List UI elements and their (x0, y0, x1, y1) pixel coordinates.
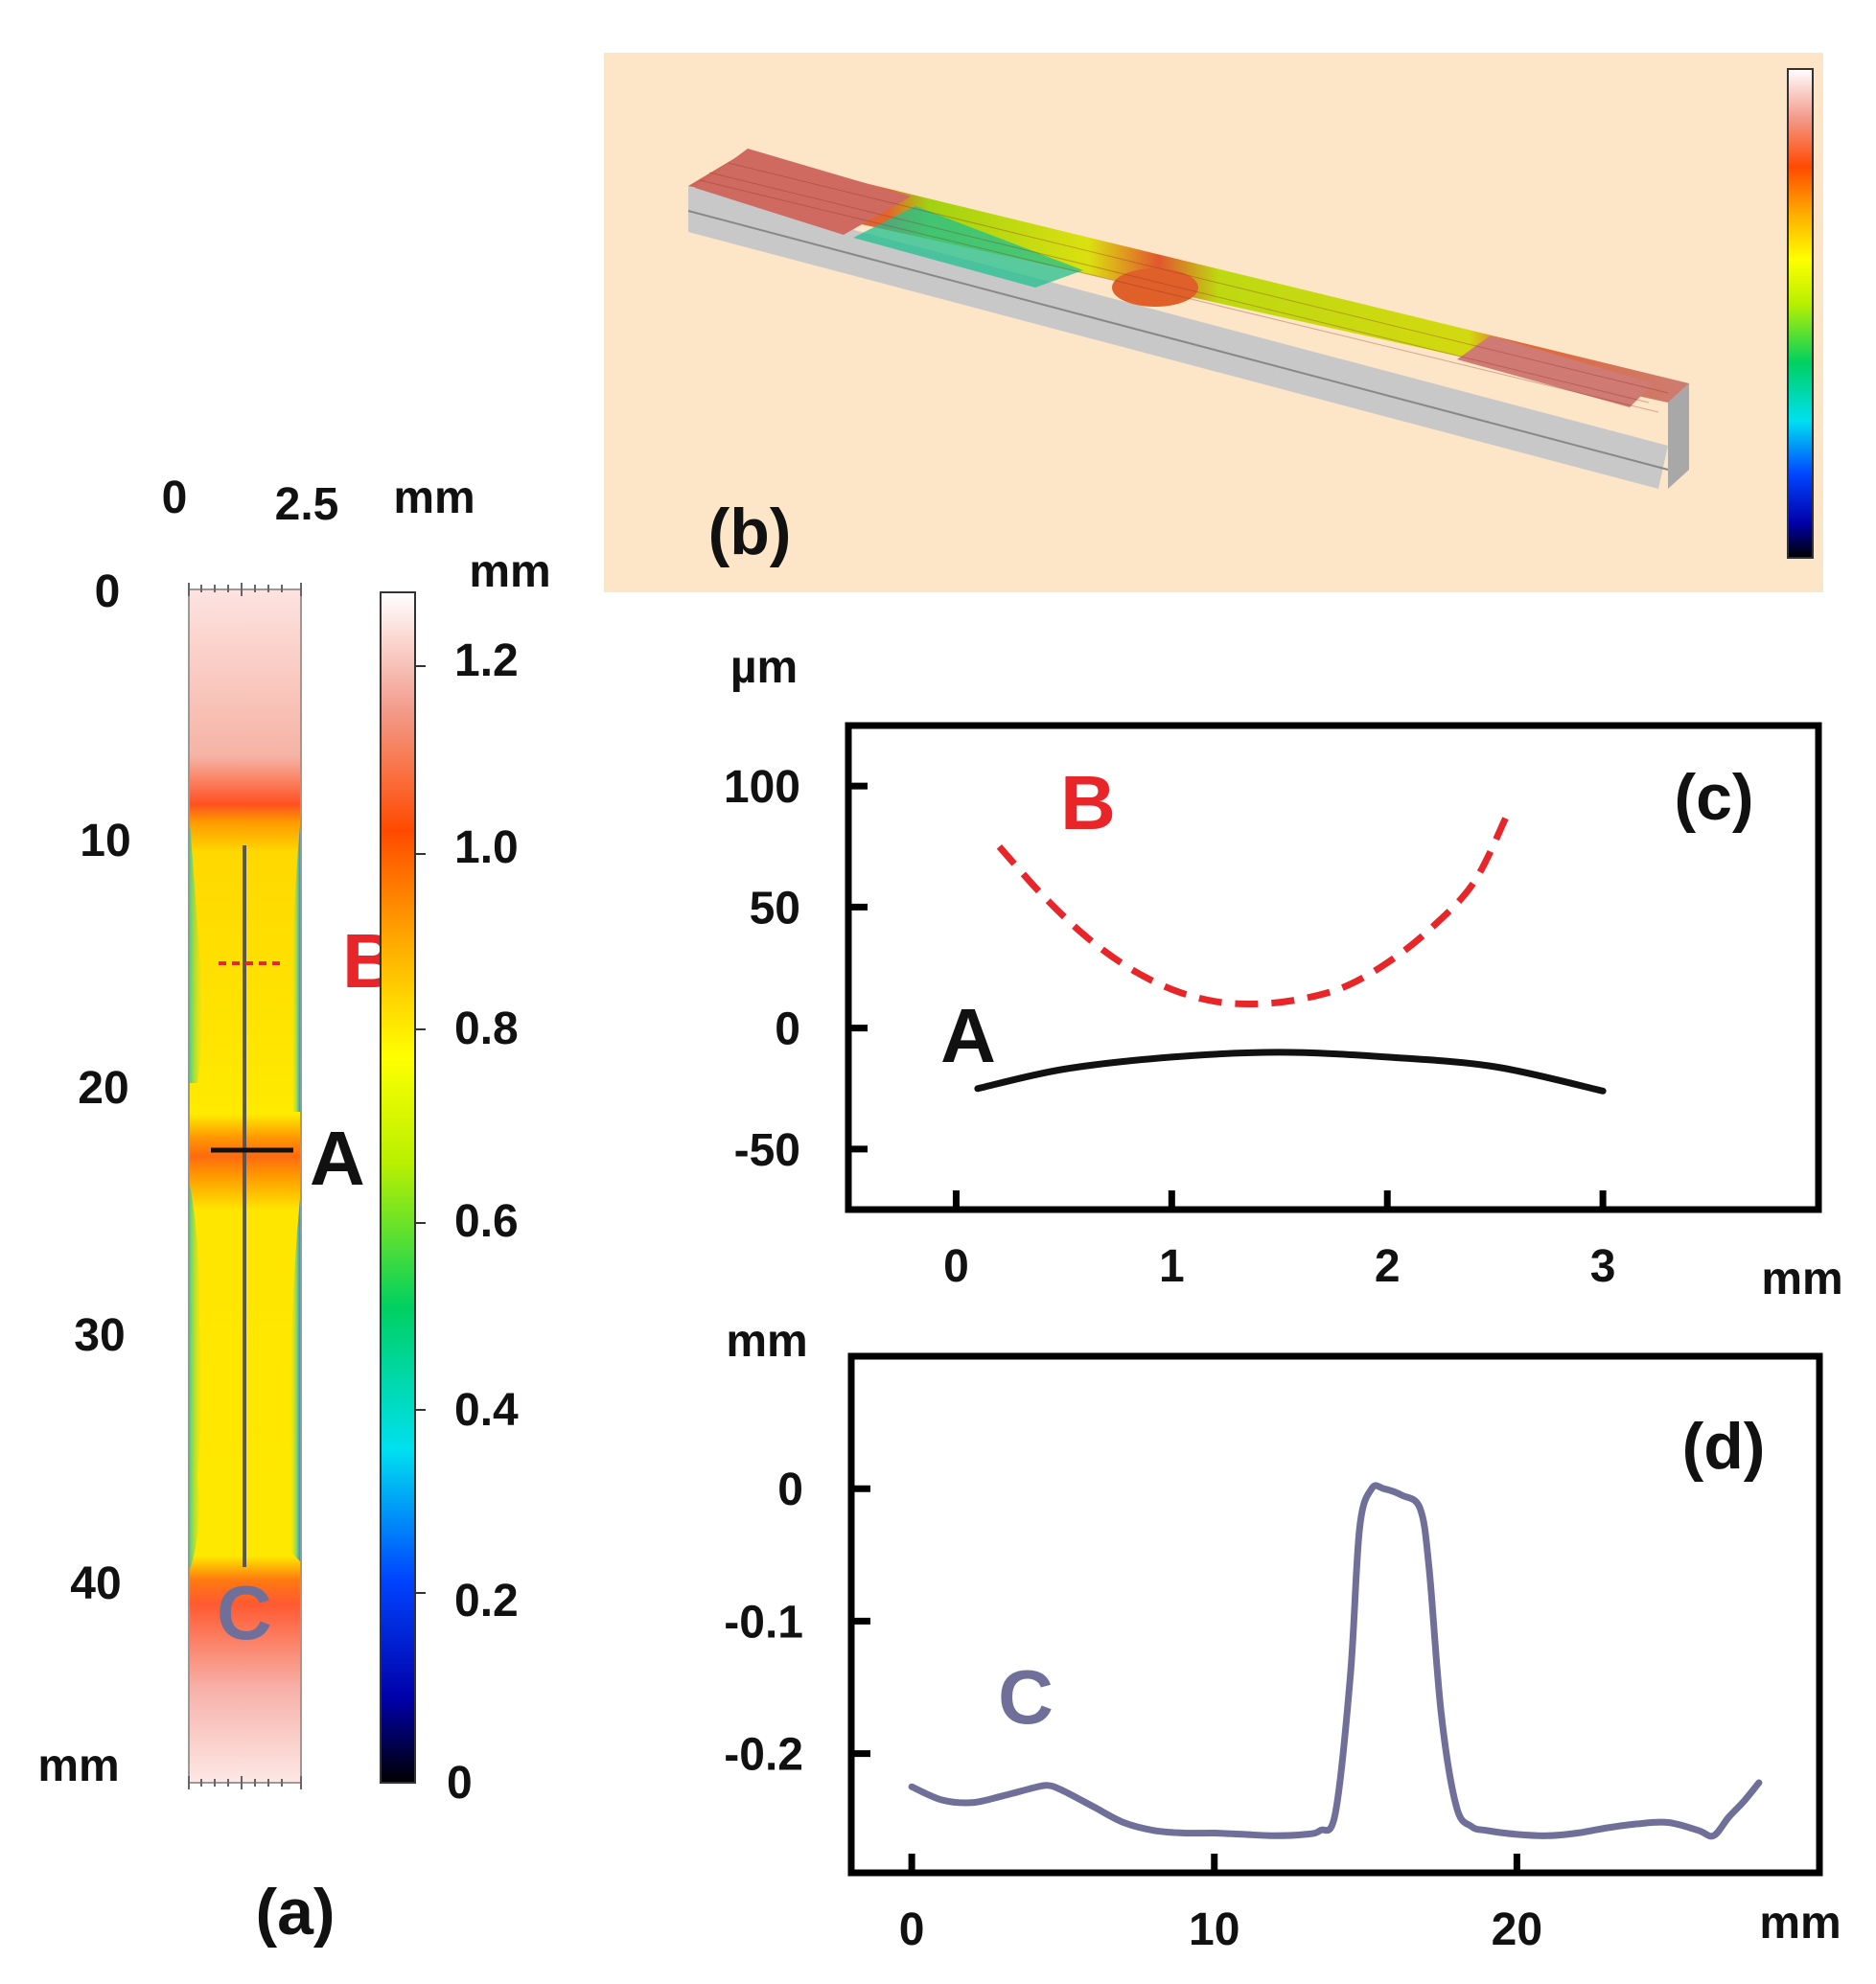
chart-d-ytick-label-0: 0 (777, 1465, 803, 1515)
colorbar-tick-1.0: 1.0 (454, 822, 519, 873)
strip-contour-map (188, 583, 302, 1789)
chart-d-ytick-label-2: -0.2 (724, 1730, 803, 1781)
chart-c-frame (845, 722, 1822, 1213)
chart-d-xtick-label-2: 20 (1492, 1904, 1542, 1955)
chart-d-ylabel: mm (726, 1316, 807, 1367)
panel-a-y-ticks: 0 10 20 30 40 (70, 566, 130, 1609)
marker-c-label: C (217, 1570, 272, 1655)
panel-a-x-unit: mm (393, 473, 475, 523)
panel-a-y-unit: mm (37, 1741, 119, 1791)
chart-c-ytick-label-3: -50 (734, 1125, 800, 1176)
chart-d-xtick-label-0: 0 (899, 1904, 925, 1955)
chart-d-xlabel: mm (1759, 1898, 1841, 1949)
panel-a: 0 2.5 mm 0 10 20 30 40 mm (37, 473, 550, 1949)
chart-c: µm mm (c) B A 0 1 2 3 100 50 0 -50 (724, 642, 1843, 1304)
chart-c-xlabel: mm (1761, 1254, 1842, 1304)
strip-tick-marks (188, 583, 302, 1789)
deformed-specimen-3d (687, 149, 1689, 489)
panel-b-colorbar (1787, 68, 1814, 559)
colorbar-tick-0.8: 0.8 (454, 1004, 519, 1054)
panel-b-background (604, 53, 1823, 592)
panel-a-ytick-40: 40 (70, 1558, 121, 1609)
chart-c-series-b-line (996, 816, 1510, 1008)
colorbar-tick-0.2: 0.2 (454, 1576, 519, 1626)
panel-a-xtick-2.5: 2.5 (275, 479, 339, 530)
chart-c-xtick-label-3: 3 (1590, 1241, 1616, 1292)
colorbar-tick-1.2: 1.2 (454, 635, 519, 686)
chart-c-xtick-label-0: 0 (943, 1241, 969, 1292)
colorbar-tick-0: 0 (447, 1758, 473, 1809)
chart-c-legend-b: B (1060, 760, 1116, 845)
chart-d-legend-c: C (998, 1654, 1054, 1740)
marker-a-label: A (310, 1116, 365, 1201)
chart-d-series-c-line (908, 1482, 1763, 1840)
chart-c-ylabel: µm (730, 642, 798, 693)
chart-c-xtick-label-2: 2 (1375, 1241, 1401, 1292)
colorbar: mm 1.2 1.0 0.8 0.6 0.4 0.2 0 (380, 546, 551, 1809)
chart-c-xtick-label-1: 1 (1159, 1241, 1185, 1292)
panel-a-ytick-10: 10 (80, 816, 130, 866)
panel-a-ytick-20: 20 (78, 1063, 128, 1114)
panel-a-ytick-30: 30 (74, 1310, 125, 1361)
chart-d-panel-label: (d) (1682, 1410, 1766, 1483)
panel-a-xtick-0: 0 (162, 473, 188, 523)
chart-d: mm mm (d) C 0 10 20 0 -0.1 -0.2 (724, 1316, 1841, 1955)
colorbar-tick-0.6: 0.6 (454, 1196, 519, 1247)
chart-d-ytick-label-1: -0.1 (724, 1597, 803, 1648)
panel-a-label: (a) (255, 1876, 335, 1949)
chart-c-panel-label: (c) (1674, 761, 1753, 834)
chart-c-ytick-label-1: 50 (750, 883, 800, 934)
chart-d-xtick-label-1: 10 (1189, 1904, 1239, 1955)
chart-c-ytick-label-2: 0 (775, 1004, 800, 1055)
chart-c-legend-a: A (940, 993, 996, 1078)
chart-c-ytick-label-0: 100 (724, 762, 800, 813)
colorbar-tick-0.4: 0.4 (454, 1385, 519, 1436)
panel-b-label: (b) (708, 496, 792, 568)
chart-c-series-a-line (974, 1049, 1607, 1095)
panel-a-ytick-0: 0 (95, 566, 121, 617)
panel-b: (b) (604, 53, 1823, 592)
chart-d-frame (847, 1352, 1823, 1877)
colorbar-gradient (380, 591, 416, 1784)
colorbar-unit: mm (469, 546, 550, 597)
